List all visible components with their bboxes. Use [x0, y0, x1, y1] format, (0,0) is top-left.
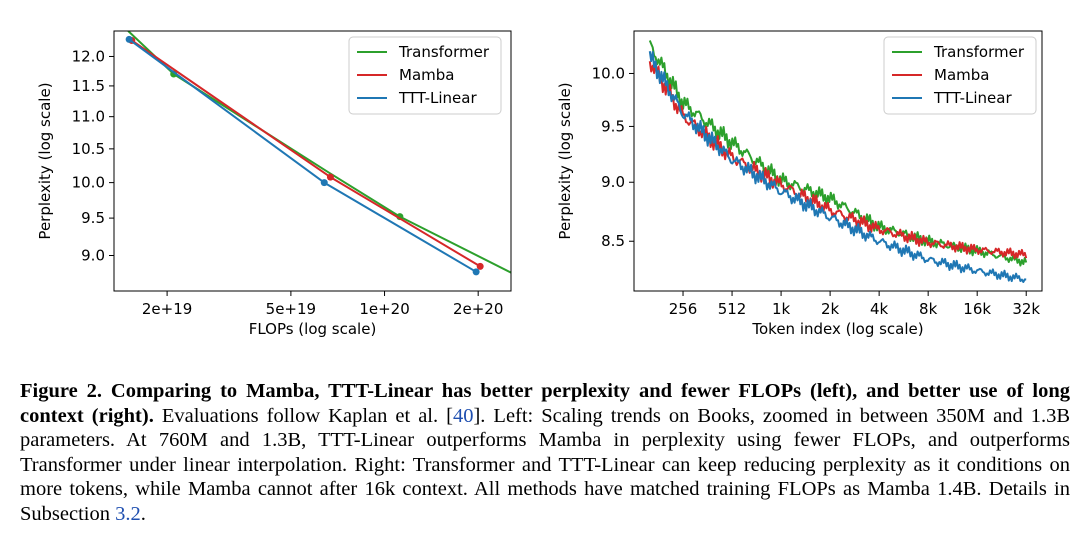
- figure: 9.0 9.5 10.0 10.5 11.0 11.5 12.0 2e+19 5e+19 1e+2…: [36, 30, 1043, 338]
- legend-label-mamba: Mamba: [934, 66, 989, 84]
- y-tick-label: 12.0: [72, 47, 105, 65]
- legend-label-transformer: Transformer: [398, 43, 490, 61]
- x-tick-label: 5e+19: [266, 300, 316, 318]
- x-tick-label: 8k: [919, 300, 938, 318]
- data-point-ttt-linear: [320, 179, 328, 187]
- figure-caption: Figure 2. Comparing to Mamba, TTT-Linear…: [20, 379, 1070, 526]
- x-axis-title: Token index (log scale): [751, 320, 923, 338]
- legend-box: [348, 36, 502, 115]
- caption-title: Comparing to Mamba, TTT-Linear has bette…: [20, 380, 1070, 427]
- legend: Transformer Mamba TTT-Linear: [348, 36, 502, 115]
- data-point-ttt-linear: [125, 35, 133, 43]
- caption-text-1: Evaluations follow Kaplan et al. [: [161, 404, 453, 427]
- x-tick-label: 16k: [963, 300, 991, 318]
- citation-link[interactable]: 40: [452, 404, 474, 427]
- y-tick-label: 10.0: [72, 174, 105, 192]
- chart-token-index: 8.5 9.0 9.5 10.0 256 512 1k 2k 4k 8k 16k 32k Token i…: [556, 30, 1043, 338]
- y-tick-label: 10.0: [592, 64, 625, 82]
- y-tick-label: 11.5: [72, 77, 105, 95]
- x-tick-label: 2e+19: [142, 300, 192, 318]
- y-tick-label: 9.5: [601, 117, 625, 135]
- data-point-mamba: [326, 173, 334, 181]
- legend-label-ttt-linear: TTT-Linear: [398, 89, 477, 107]
- x-tick-label: 256: [669, 300, 698, 318]
- caption-text-2: ]. Left: Scaling trends on Books, zoomed…: [20, 404, 1071, 525]
- y-tick-label: 10.5: [72, 140, 105, 158]
- x-tick-label: 2e+20: [453, 300, 503, 318]
- axes-frame: [113, 30, 512, 292]
- x-tick-label: 32k: [1012, 300, 1040, 318]
- legend-label-ttt-linear: TTT-Linear: [933, 89, 1012, 107]
- x-axis-title: FLOPs (log scale): [249, 320, 377, 338]
- x-tick-label: 4k: [870, 300, 889, 318]
- legend-label-mamba: Mamba: [399, 66, 454, 84]
- plot-area: [648, 40, 1028, 283]
- series-line-ttt-linear: [648, 51, 1027, 283]
- y-tick-label: 11.0: [72, 108, 105, 126]
- caption-text-3: .: [140, 502, 146, 525]
- y-axis-title: Perplexity (log scale): [36, 82, 54, 239]
- subsection-link[interactable]: 3.2: [115, 502, 141, 525]
- y-axis-title: Perplexity (log scale): [556, 82, 574, 239]
- y-tick-label: 9.5: [81, 209, 105, 227]
- plot-area: [125, 31, 511, 276]
- data-point-mamba: [476, 262, 484, 270]
- chart-flops: 9.0 9.5 10.0 10.5 11.0 11.5 12.0 2e+19 5e+19 1e+2…: [36, 30, 512, 338]
- y-tick-label: 9.0: [601, 173, 625, 191]
- x-tick-label: 1e+20: [359, 300, 409, 318]
- series-line-mamba: [648, 61, 1028, 260]
- y-tick-label: 9.0: [81, 247, 105, 265]
- x-tick-label: 512: [718, 300, 747, 318]
- x-tick-label: 2k: [821, 300, 840, 318]
- legend-label-transformer: Transformer: [933, 43, 1025, 61]
- legend-box: [883, 36, 1037, 115]
- data-point-ttt-linear: [472, 268, 480, 276]
- axes-frame: [633, 30, 1043, 292]
- x-tick-label: 1k: [772, 300, 791, 318]
- caption-label: Figure 2.: [20, 380, 102, 402]
- legend: Transformer Mamba TTT-Linear: [883, 36, 1037, 115]
- y-tick-label: 8.5: [601, 232, 625, 250]
